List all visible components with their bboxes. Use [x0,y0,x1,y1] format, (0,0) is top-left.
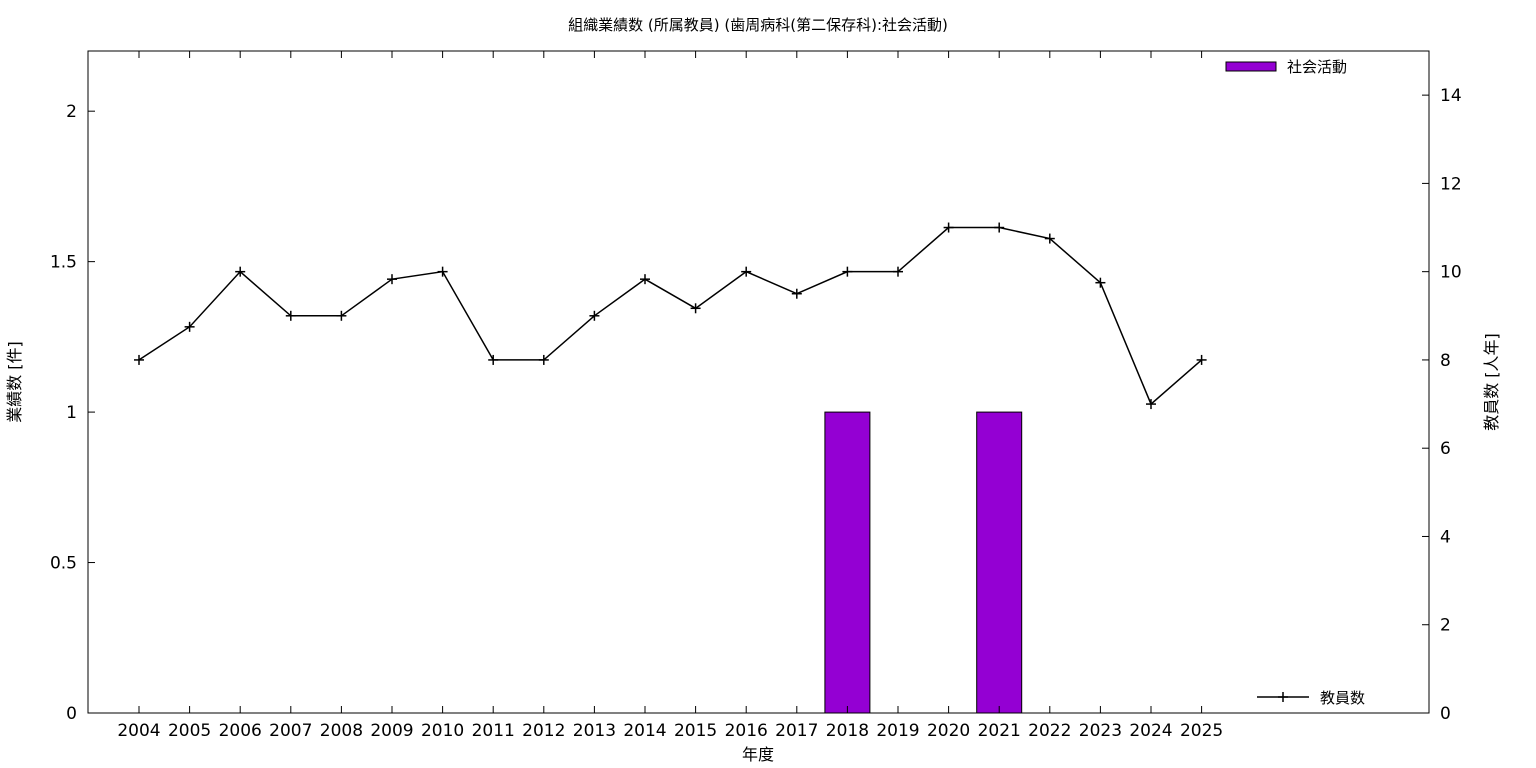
line-point [134,354,144,365]
y2-tick-label: 2 [1440,616,1451,636]
line-point [791,288,802,299]
x-tick-label: 2013 [573,721,616,741]
line-point [741,266,752,277]
legend-line: 教員数 [1257,689,1365,707]
x-tick-label: 2005 [168,721,211,741]
line-point [589,310,600,321]
x-tick-label: 2020 [927,721,970,741]
x-tick-label: 2004 [117,721,160,741]
line-point [1146,399,1156,410]
y-tick-label: 1.5 [50,253,77,273]
x-tick-label: 2024 [1129,721,1172,741]
legend-bar-label: 社会活動 [1287,58,1347,76]
x-tick-label: 2010 [421,721,464,741]
y2-tick-label: 12 [1440,174,1462,194]
line-point [184,321,195,332]
x-tick-label: 2006 [219,721,262,741]
series-line [138,226,1203,406]
y-tick-label: 0.5 [50,554,77,574]
y-axis-label: 業績数 [件] [5,341,24,423]
x-tick-label: 2011 [472,721,515,741]
line-point [437,266,448,277]
y2-tick-label: 10 [1440,263,1462,283]
line-point [943,222,954,233]
x-tick-label: 2012 [522,721,565,741]
x-tick-label: 2008 [320,721,363,741]
x-tick-label: 2009 [370,721,413,741]
legend-bar: 社会活動 [1225,58,1347,76]
line-point [285,310,296,321]
line-point [1095,277,1106,288]
x-tick-label: 2019 [876,721,919,741]
chart-title: 組織業績数 (所属教員) (歯周病科(第二保存科):社会活動) [568,16,948,34]
x-tick-label: 2018 [826,721,869,741]
line-point [994,222,1005,233]
y2-tick-label: 4 [1440,527,1451,547]
line-point [640,274,650,285]
y2-tick-label: 0 [1440,704,1451,724]
y-tick-label: 1 [66,403,77,423]
x-axis-label: 年度 [742,745,774,764]
ticks-layer: 2004 2005 2006 2007 2008 2009 2010 2011 2012 2013… [50,51,1462,741]
x-tick-label: 2021 [978,721,1021,741]
legend-bar-swatch [1225,61,1277,72]
line-point [690,303,701,314]
line-point [893,266,903,277]
x-tick-label: 2023 [1079,721,1122,741]
line-point [842,266,853,277]
bar [976,411,1023,714]
line-point [336,310,347,321]
line-point [538,354,549,365]
y2-tick-label: 6 [1440,439,1451,459]
line-point [235,266,246,277]
x-tick-label: 2007 [269,721,312,741]
y2-axis-label: 教員数 [人年] [1482,333,1501,431]
x-tick-label: 2017 [775,721,818,741]
x-tick-label: 2025 [1180,721,1223,741]
y-tick-label: 0 [66,704,77,724]
plot-frame [87,50,1430,714]
x-tick-label: 2016 [725,721,768,741]
x-tick-label: 2022 [1028,721,1071,741]
legend-line-label: 教員数 [1320,689,1365,707]
line-point [1044,233,1055,244]
bars-layer [824,411,1023,714]
x-tick-label: 2015 [674,721,717,741]
y2-tick-label: 8 [1440,351,1451,371]
x-tick-label: 2014 [623,721,666,741]
line-point [1196,354,1207,365]
y-tick-label: 2 [66,102,77,122]
y2-tick-label: 14 [1440,86,1462,106]
line-layer [134,222,1207,410]
line-point [488,354,499,365]
bar [824,411,871,714]
line-point [387,274,397,285]
